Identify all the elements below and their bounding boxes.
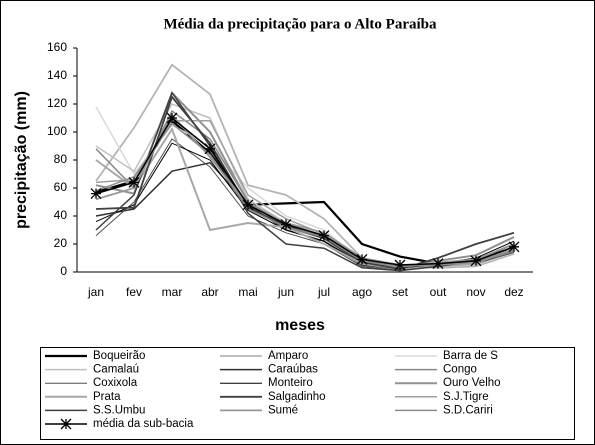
y-tick-label: 120 [47, 96, 67, 110]
x-tick-label: dez [504, 285, 523, 299]
point-marker [204, 143, 216, 155]
point-marker [318, 230, 330, 242]
legend-label: Caraúbas [268, 364, 318, 376]
legend-label: Ouro Velho [443, 377, 501, 389]
point-marker [508, 241, 520, 253]
chart-title: Média da precipitação para o Alto Paraíb… [163, 16, 437, 32]
legend-label: Prata [93, 391, 121, 403]
legend-label: Camalaú [93, 364, 139, 376]
y-tick-label: 0 [60, 264, 67, 278]
series-line [95, 91, 515, 272]
legend-label: S.J.Tigre [443, 391, 489, 403]
y-axis-label: precipitação (mm) [13, 91, 30, 229]
legend-label: Salgadinho [268, 391, 326, 403]
legend-box [40, 347, 575, 440]
legend-label: Coxixola [93, 377, 138, 389]
point-marker [394, 259, 406, 271]
legend-label: Monteiro [268, 377, 313, 389]
legend-label: Sumé [268, 404, 298, 416]
y-tick-label: 100 [47, 124, 67, 138]
x-tick-label: fev [126, 285, 142, 299]
point-marker [432, 258, 444, 270]
point-marker [280, 218, 292, 230]
series-line [95, 120, 515, 268]
y-tick-label: 140 [47, 68, 67, 82]
x-tick-label: mai [238, 285, 257, 299]
legend-label: S.D.Cariri [443, 404, 493, 416]
x-axis-label: meses [275, 317, 325, 334]
x-tick-label: set [392, 285, 409, 299]
point-marker [242, 199, 254, 211]
legend-label: média da sub-bacia [93, 418, 194, 430]
legend-label: Amparo [268, 350, 308, 362]
point-marker [356, 253, 368, 265]
x-tick-label: mar [162, 285, 183, 299]
x-tick-label: out [430, 285, 447, 299]
y-tick-label: 160 [47, 40, 67, 54]
x-tick-label: jul [317, 285, 330, 299]
legend-label: Congo [443, 364, 477, 376]
series-line [95, 116, 515, 266]
y-tick-label: 20 [54, 236, 68, 250]
legend-marker [60, 418, 72, 430]
point-marker [166, 112, 178, 124]
x-tick-label: ago [352, 285, 372, 299]
x-tick-label: jun [277, 285, 294, 299]
series-line [95, 63, 515, 269]
point-marker [128, 176, 140, 188]
y-tick-label: 80 [54, 152, 68, 166]
y-tick-label: 40 [54, 208, 68, 222]
x-tick-label: nov [466, 285, 485, 299]
point-marker [90, 188, 102, 200]
legend-label: Boqueirão [93, 350, 145, 362]
legend-label: Barra de S [443, 350, 498, 362]
legend-label: S.S.Umbu [93, 404, 145, 416]
y-tick-label: 60 [54, 180, 68, 194]
x-tick-label: jan [87, 285, 104, 299]
x-tick-label: abr [201, 285, 218, 299]
series-line [95, 122, 515, 268]
point-marker [470, 255, 482, 267]
